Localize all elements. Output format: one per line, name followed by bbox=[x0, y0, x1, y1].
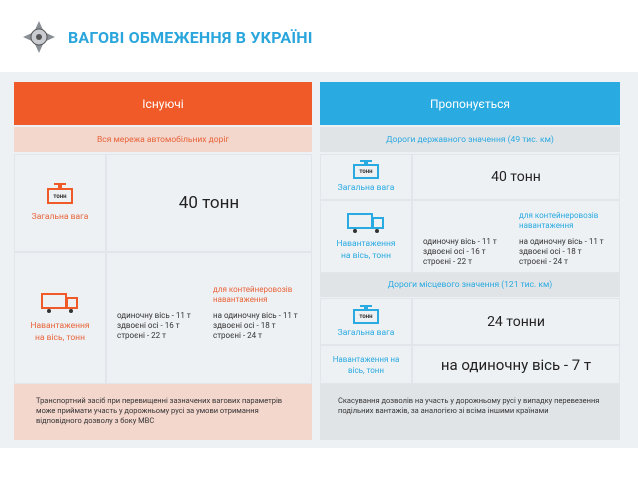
weight-icon: тонн bbox=[47, 183, 73, 205]
container-heading: для контейнеровозів навантаження bbox=[519, 211, 599, 230]
total-weight-value: 40 тонн bbox=[178, 193, 240, 213]
proposed-total-label-cell: тонн Загальна вага bbox=[320, 154, 412, 200]
truck-icon bbox=[347, 212, 384, 233]
axle-line: здвоєні осі - 16 т bbox=[423, 247, 486, 256]
container-line: на одиночну вісь - 11 т bbox=[519, 237, 604, 246]
axle-line: одиночну вісь - 11 т bbox=[423, 237, 497, 246]
state-roads-section: Дороги державного значення (49 тис. км) bbox=[320, 127, 620, 152]
total-weight-label: Загальна вага bbox=[337, 183, 395, 193]
existing-axle-label-cell: Навантаження на вісь, тонн bbox=[14, 252, 106, 384]
container-line: здвоєні осі - 18 т bbox=[519, 247, 582, 256]
existing-total-label-cell: тонн Загальна вага bbox=[14, 154, 106, 252]
total-weight-value: 40 тонн bbox=[491, 169, 541, 185]
local-total-value-cell: 24 тонни bbox=[412, 298, 620, 345]
local-axle-load-label: Навантаження на вісь, тонн bbox=[332, 354, 400, 375]
existing-footer-note: Транспортний засіб при перевищенні зазна… bbox=[14, 384, 312, 440]
proposed-footer-note: Скасування дозволів на участь у дорожньо… bbox=[320, 384, 620, 440]
container-line: строєні - 24 т bbox=[213, 331, 262, 340]
container-line: на одиночну вісь - 11 т bbox=[213, 311, 298, 320]
local-roads-section: Дороги місцевого значення (121 тис. км) bbox=[320, 273, 620, 297]
local-total-weight-value: 24 тонни bbox=[487, 313, 545, 330]
existing-total-value-cell: 40 тонн bbox=[106, 154, 312, 252]
local-total-label-cell: тонн Загальна вага bbox=[320, 298, 412, 345]
local-axle-load-value: на одиночну вісь - 7 т bbox=[440, 355, 592, 374]
container-line: здвоєні осі - 18 т bbox=[213, 321, 276, 330]
truck-icon bbox=[41, 293, 78, 313]
axle-line: одиночну вісь - 11 т bbox=[117, 311, 191, 320]
axle-line: строєні - 22 т bbox=[117, 331, 166, 340]
proposed-header: Пропонується bbox=[320, 82, 620, 125]
weight-icon: тонн bbox=[353, 160, 379, 180]
local-axle-value-cell: на одиночну вісь - 7 т bbox=[412, 345, 620, 384]
container-line: строєні - 24 т bbox=[519, 257, 568, 266]
proposed-total-value-cell: 40 тонн bbox=[412, 154, 620, 200]
axle-load-label: Навантаження на вісь, тонн bbox=[336, 238, 396, 261]
existing-header: Існуючі bbox=[14, 82, 312, 125]
existing-axle-value-cell: одиночну вісь - 11 т здвоєні осі - 16 т … bbox=[106, 252, 312, 384]
proposed-axle-label-cell: Навантаження на вісь, тонн bbox=[320, 200, 412, 273]
local-total-weight-label: Загальна вага bbox=[337, 327, 395, 338]
page-title: ВАГОВІ ОБМЕЖЕННЯ В УКРАЇНІ bbox=[68, 28, 313, 47]
axle-line: строєні - 22 т bbox=[423, 257, 472, 266]
local-axle-label-cell: Навантаження на вісь, тонн bbox=[320, 345, 412, 384]
total-weight-label: Загальна вага bbox=[31, 212, 89, 222]
proposed-axle-value-cell: одиночну вісь - 11 т здвоєні осі - 16 т … bbox=[412, 200, 620, 273]
axle-load-label: Навантаження на вісь, тонн bbox=[30, 321, 90, 343]
axle-line: здвоєні осі - 16 т bbox=[117, 321, 180, 330]
emblem-logo bbox=[23, 21, 55, 53]
weight-icon: тонн bbox=[353, 304, 379, 325]
container-heading: для контейнеровозів навантаження bbox=[213, 285, 293, 304]
existing-section: Вся мережа автомобільних доріг bbox=[14, 127, 312, 152]
